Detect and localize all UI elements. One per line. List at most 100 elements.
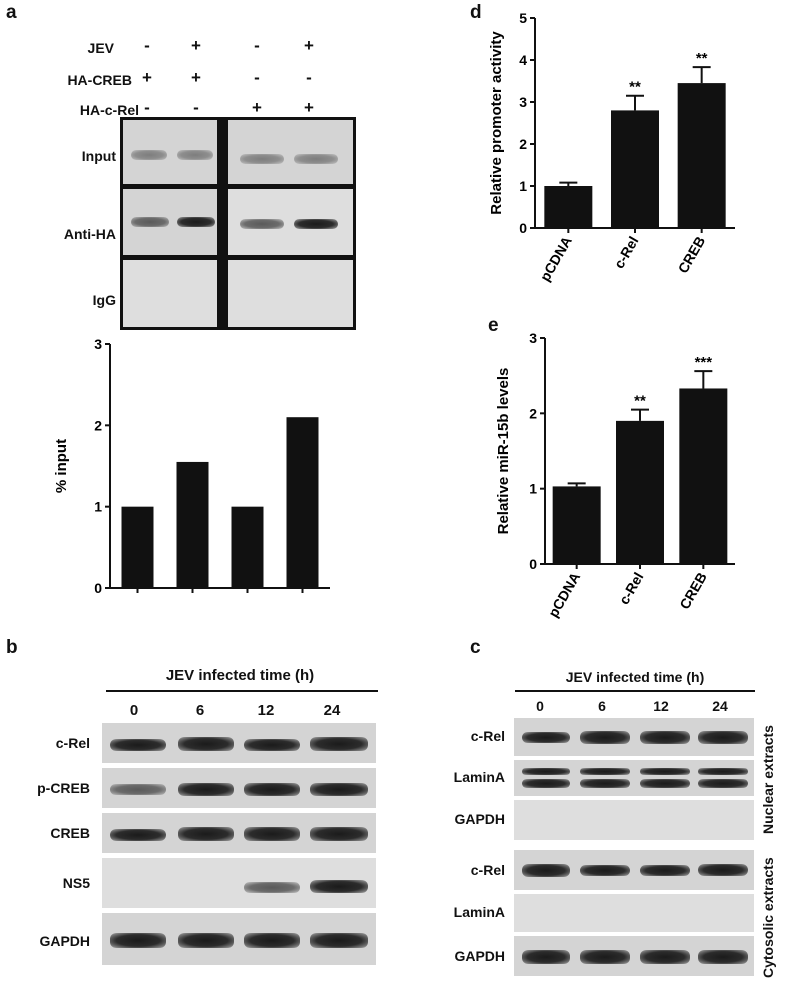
y-tick-label: 2 — [529, 405, 537, 421]
band — [131, 217, 169, 227]
row-label-igg: IgG — [92, 292, 116, 308]
band — [178, 783, 234, 796]
band — [244, 933, 300, 948]
y-tick-label: 1 — [519, 178, 527, 194]
band — [110, 739, 166, 751]
sign: - — [254, 36, 260, 55]
row-label-anti-ha: Anti-HA — [63, 226, 116, 242]
condition-label-ha-creb: HA-CREB — [67, 72, 132, 88]
significance-label: *** — [695, 354, 713, 371]
sign: - — [193, 98, 199, 117]
sign: - — [144, 98, 150, 117]
blot-strip-nuclear-gapdh — [514, 800, 754, 840]
y-tick-label: 3 — [94, 336, 102, 352]
sign: + — [304, 98, 314, 117]
band — [310, 933, 368, 948]
time-label: 6 — [598, 698, 606, 714]
cytosolic-extracts-label: Cytosolic extracts — [760, 857, 776, 978]
header-rule — [515, 690, 755, 692]
sign: + — [191, 36, 201, 55]
sign: + — [142, 68, 152, 87]
chart-a: 0 1 2 3 % input — [53, 336, 330, 596]
y-tick-label: 5 — [519, 10, 527, 26]
band — [294, 219, 338, 229]
band — [580, 950, 630, 964]
time-header: JEV infected time (h) — [165, 667, 315, 684]
nuclear-extracts-label: Nuclear extracts — [760, 725, 776, 834]
blot-strip-cytosolic-gapdh — [514, 936, 754, 976]
band — [244, 739, 300, 751]
band — [640, 865, 690, 876]
row-label-ns5: NS5 — [62, 875, 90, 891]
y-tick-label: 0 — [519, 220, 527, 236]
y-tick-label: 3 — [529, 330, 537, 346]
band — [244, 882, 300, 893]
blot-strip-cytosolic-c-rel — [514, 850, 754, 890]
row-label-cytosolic-gapdh: GAPDH — [454, 948, 505, 964]
bar — [611, 110, 659, 228]
bar — [677, 83, 726, 228]
sign: - — [144, 36, 150, 55]
blot-strip-p-creb — [102, 768, 376, 808]
row-label-gapdh: GAPDH — [39, 933, 90, 949]
y-axis-label: % input — [53, 439, 70, 493]
time-label: 12 — [653, 698, 669, 714]
x-tick-label: pCDNA — [545, 570, 583, 620]
sign: + — [252, 98, 262, 117]
header-rule — [106, 690, 378, 692]
y-axis-label: Relative miR-15b levels — [495, 368, 512, 535]
band — [698, 768, 748, 775]
blot-cell — [123, 120, 217, 184]
band — [177, 150, 213, 160]
x-tick-label: CREB — [675, 234, 709, 276]
row-label-nuclear-gapdh: GAPDH — [454, 811, 505, 827]
x-tick-label: pCDNA — [537, 234, 575, 284]
time-label: 0 — [536, 698, 544, 714]
row-label-cytosolic-c-rel: c-Rel — [470, 862, 505, 878]
significance-label: ** — [634, 393, 646, 410]
band — [178, 827, 234, 841]
condition-label-jev: JEV — [87, 40, 114, 56]
y-tick-label: 1 — [529, 481, 537, 497]
band — [310, 737, 368, 751]
y-axis-label: Relative promoter activity — [488, 31, 505, 215]
panel-c-letter: c — [470, 637, 481, 658]
band — [580, 731, 630, 744]
band — [310, 783, 368, 796]
band — [522, 950, 570, 964]
blot-strip-creb — [102, 813, 376, 853]
bar — [286, 417, 319, 588]
bar — [552, 486, 601, 564]
bar — [176, 461, 209, 588]
band — [698, 950, 748, 964]
blot-strip-nuclear-c-rel — [514, 718, 754, 756]
band — [640, 950, 690, 964]
y-tick-label: 2 — [94, 417, 102, 433]
band — [244, 783, 300, 796]
band — [698, 864, 748, 876]
panel-e-letter: e — [488, 315, 499, 336]
row-label-creb: CREB — [50, 825, 90, 841]
panel-a-letter: a — [6, 2, 17, 23]
band — [110, 829, 166, 841]
band — [131, 150, 167, 160]
band — [110, 784, 166, 795]
y-tick-label: 1 — [94, 499, 102, 515]
blot-strip-nuclear-lamina — [514, 760, 754, 796]
significance-label: ** — [696, 50, 708, 67]
y-tick-label: 0 — [529, 556, 537, 572]
sign: - — [254, 68, 260, 87]
chart-e: 0 1 2 3 Relative miR-15b levels pCDNA ** c-Rel *… — [495, 330, 735, 620]
x-tick-label: c-Rel — [616, 570, 647, 608]
time-label: 6 — [195, 702, 205, 719]
blot-cell — [228, 260, 353, 327]
blot-strip-gapdh — [102, 913, 376, 965]
band — [698, 779, 748, 788]
time-label: 24 — [712, 698, 728, 714]
row-label-input: Input — [81, 148, 116, 164]
band — [522, 732, 570, 743]
band — [310, 827, 368, 841]
band — [110, 933, 166, 948]
time-label: 12 — [257, 702, 275, 719]
bar — [231, 506, 264, 588]
